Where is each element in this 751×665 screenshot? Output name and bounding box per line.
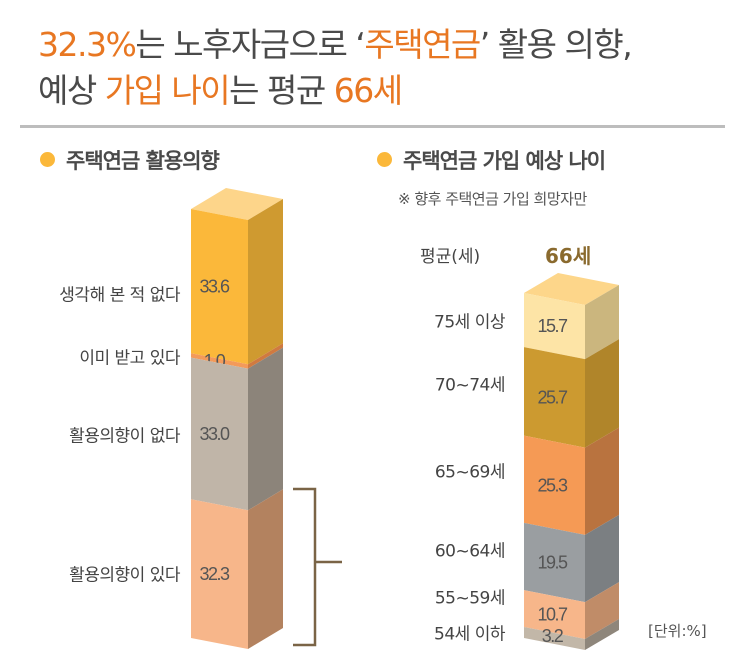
category-label: 70~74세 xyxy=(434,375,506,396)
bar-segment-side-4 xyxy=(585,514,619,603)
headline-segment: 66세 xyxy=(333,71,403,110)
bar-segment-5 xyxy=(524,590,585,639)
bar-segment-4 xyxy=(191,499,248,649)
divider xyxy=(20,125,725,128)
headline-segment: 는 노후자금으로 ‘ xyxy=(135,25,366,64)
bullet-icon xyxy=(40,152,55,167)
category-label: 활용의향이 있다 xyxy=(69,565,180,586)
data-label: 33.6 xyxy=(199,277,230,297)
headline-line2: 예상 가입 나이는 평균 66세 xyxy=(38,64,403,112)
bar-top-face xyxy=(524,273,619,305)
category-label: 활용의향이 없다 xyxy=(69,426,180,447)
bar-segment-side-1 xyxy=(248,199,283,365)
bar-segment-side-3 xyxy=(248,347,283,511)
category-label: 54세 이하 xyxy=(434,624,505,645)
bar-segment-2 xyxy=(191,353,248,369)
bar-segment-side-5 xyxy=(585,582,619,639)
category-label: 55~59세 xyxy=(434,588,506,609)
bar-segment-side-2 xyxy=(585,339,619,448)
category-label: 75세 이상 xyxy=(434,312,505,333)
bar-segment-6 xyxy=(524,626,585,650)
bar-segment-side-2 xyxy=(248,343,283,369)
data-label: 25.3 xyxy=(537,475,568,495)
bar-segment-3 xyxy=(191,357,248,511)
headline-segment: 는 평균 xyxy=(229,71,334,110)
headline-segment: 주택연금 xyxy=(364,25,481,64)
data-label: 32.3 xyxy=(199,564,230,584)
data-label: 33.0 xyxy=(199,424,230,444)
right-chart-title: 주택연금 가입 예상 나이 xyxy=(403,149,606,173)
category-label: 65~69세 xyxy=(434,462,506,483)
chart-note: ※ 향후 주택연금 가입 희망자만 xyxy=(398,190,587,208)
headline-segment: 예상 xyxy=(38,71,105,110)
headline-segment: 32.3% xyxy=(38,25,137,64)
bar-segment-4 xyxy=(524,522,585,603)
headline-segment: ’ 활용 의향, xyxy=(479,25,633,64)
average-value: 66세 xyxy=(545,244,592,268)
bar-segment-1 xyxy=(524,293,585,360)
headline-segment: 가입 나이 xyxy=(104,71,231,110)
data-label: 25.7 xyxy=(537,387,568,407)
category-label: 생각해 본 적 없다 xyxy=(59,285,180,306)
bar-segment-side-1 xyxy=(585,285,619,360)
data-label: 15.7 xyxy=(537,316,568,336)
average-label: 평균(세) xyxy=(420,247,481,267)
bar-segment-1 xyxy=(191,209,248,365)
left-chart-title: 주택연금 활용의향 xyxy=(66,149,220,173)
headline-line1: 32.3%는 노후자금으로 ‘주택연금’ 활용 의향, xyxy=(38,18,633,66)
data-label: 10.7 xyxy=(537,605,568,625)
bar-segment-side-4 xyxy=(248,489,283,649)
category-label: 이미 받고 있다 xyxy=(79,348,180,369)
bar-segment-3 xyxy=(524,435,585,535)
category-label: 60~64세 xyxy=(434,541,506,562)
data-label: 3.2 xyxy=(542,626,564,646)
data-label: 19.5 xyxy=(537,552,568,572)
bar-segment-side-3 xyxy=(585,427,619,535)
bar-segment-side-6 xyxy=(585,618,619,650)
bracket-icon xyxy=(293,487,342,647)
bar-segment-2 xyxy=(524,347,585,448)
bar-top-face xyxy=(191,188,283,220)
unit-label: [단위:%] xyxy=(648,622,707,640)
bullet-icon xyxy=(377,152,392,167)
